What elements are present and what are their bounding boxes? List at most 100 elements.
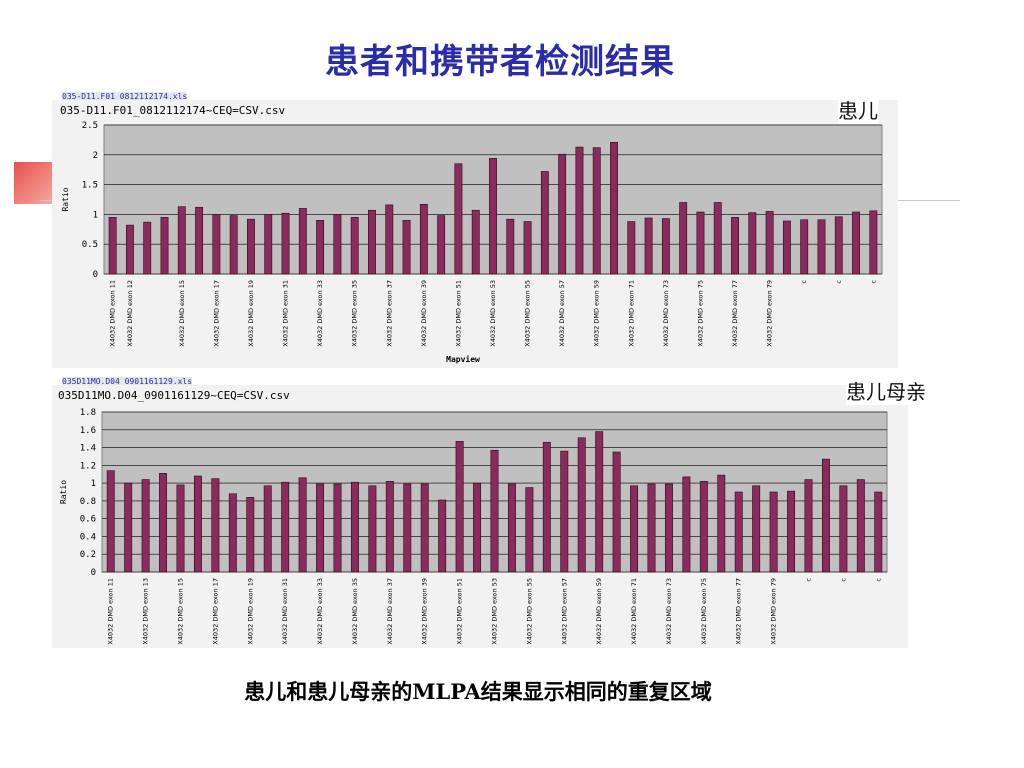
bar <box>540 171 549 275</box>
bar <box>734 491 743 573</box>
y-tick-label: 0.8 <box>80 497 96 507</box>
x-tick-label: X4032 DMD exon 53 <box>489 280 497 347</box>
y-tick-label: 1.2 <box>80 461 96 471</box>
x-tick-label: X4032 DMD exon 11 <box>109 280 117 347</box>
x-tick-label: X4032 DMD exon 33 <box>316 578 324 645</box>
bar <box>298 208 307 275</box>
bar <box>126 224 134 275</box>
bar <box>787 490 796 573</box>
bar <box>731 217 739 275</box>
bar <box>263 485 272 573</box>
bar <box>752 485 761 573</box>
bar <box>717 474 726 573</box>
bar <box>298 477 307 573</box>
bar <box>664 483 673 573</box>
bar <box>782 220 791 275</box>
x-tick-label: X4032 DMD exon 31 <box>282 280 290 347</box>
x-tick-label: X4032 DMD exon 17 <box>212 280 220 347</box>
bar <box>350 481 359 573</box>
bar <box>316 220 325 275</box>
bar <box>869 210 878 275</box>
chart1-file-tab: 035-D11.F01_0812112174.xls <box>62 92 188 101</box>
x-tick-label: X4032 DMD exon 77 <box>731 280 739 347</box>
y-tick-label: 2.5 <box>82 121 98 131</box>
bar <box>473 482 482 573</box>
bar <box>177 206 186 275</box>
y-axis-label: Ratio <box>59 480 68 504</box>
slide-caption: 患儿和患儿母亲的MLPA结果显示相同的重复区域 <box>244 679 712 704</box>
x-tick-label: X4032 DMD exon 71 <box>627 280 635 347</box>
x-tick-label: X4032 DMD exon 19 <box>247 280 255 347</box>
bar <box>420 483 429 573</box>
x-axis-label: Mapview <box>446 354 480 364</box>
mother-chart-panel: 035D11MO.D04_0901161129~CEQ=CSV.csv 0 0.2 0… <box>52 385 908 648</box>
bar <box>229 215 238 275</box>
bar <box>333 214 342 275</box>
x-tick-label: X4032 DMD exon 71 <box>630 578 638 645</box>
bar <box>124 482 133 573</box>
x-tick-label: c <box>805 578 813 582</box>
bar <box>455 441 464 573</box>
bar <box>159 473 168 573</box>
bar <box>682 476 691 573</box>
bar <box>454 163 463 275</box>
x-tick-label: X4032 DMD exon 75 <box>700 578 708 645</box>
patient-label: 患儿 <box>838 95 878 124</box>
bar <box>699 481 708 573</box>
y-tick-label: 0.5 <box>82 240 98 250</box>
y-tick-label: 1 <box>93 210 98 220</box>
x-tick-label: X4032 DMD exon 57 <box>558 280 566 347</box>
bar <box>804 479 813 573</box>
mother-label: 患儿母亲 <box>846 376 926 405</box>
bar <box>141 479 150 573</box>
bar <box>108 217 117 275</box>
bar <box>316 483 325 573</box>
x-tick-label: X4032 DMD exon 59 <box>593 280 601 347</box>
chart2-file-tab: 035D11MO.D04_0901161129.xls <box>62 377 193 386</box>
x-tick-label: X4032 DMD exon 39 <box>421 578 429 645</box>
bar <box>560 450 569 573</box>
x-tick-label: X4032 DMD exon 55 <box>525 578 533 645</box>
bar <box>612 451 621 573</box>
y-tick-label: 1.8 <box>80 408 96 418</box>
x-tick-label: X4032 DMD exon 19 <box>246 578 254 645</box>
bar <box>577 437 586 573</box>
bar <box>817 219 826 275</box>
bar <box>713 202 722 275</box>
x-tick-label: X4032 DMD exon 73 <box>665 578 673 645</box>
bar <box>839 485 848 573</box>
bar <box>106 470 115 573</box>
x-tick-label: X4032 DMD exon 79 <box>766 280 774 347</box>
y-tick-label: 0 <box>91 568 96 578</box>
x-tick-label: X4032 DMD exon 77 <box>735 578 743 645</box>
bar <box>627 221 636 275</box>
bar <box>471 209 480 275</box>
bar <box>419 203 428 275</box>
bar <box>507 483 516 573</box>
x-tick-label: X4032 DMD exon 35 <box>351 578 359 645</box>
x-tick-label: c <box>869 280 877 284</box>
bar <box>489 158 497 275</box>
bar <box>247 218 255 275</box>
chart-title: 035D11MO.D04_0901161129~CEQ=CSV.csv <box>58 389 290 402</box>
bar <box>856 479 865 573</box>
bar <box>212 214 221 275</box>
y-tick-label: 0.6 <box>80 515 96 525</box>
x-tick-label: X4032 DMD exon 57 <box>560 578 568 645</box>
bar <box>281 481 290 573</box>
x-tick-label: X4032 DMD exon 37 <box>385 280 393 347</box>
bar <box>246 497 255 573</box>
bar <box>558 153 567 275</box>
bar <box>143 221 152 275</box>
bar <box>874 491 883 573</box>
x-tick-label: c <box>835 280 843 284</box>
y-tick-label: 0 <box>93 270 98 280</box>
bar <box>748 212 757 275</box>
bar <box>506 218 515 275</box>
x-tick-label: X4032 DMD exon 53 <box>491 578 499 645</box>
patient-ratio-chart: 035-D11.F01_0812112174~CEQ=CSV.csv 0 0.5 1 1… <box>60 104 883 364</box>
bar <box>679 202 688 275</box>
bar <box>160 217 169 275</box>
x-tick-label: X4032 DMD exon 51 <box>454 280 462 347</box>
bar <box>821 458 830 573</box>
